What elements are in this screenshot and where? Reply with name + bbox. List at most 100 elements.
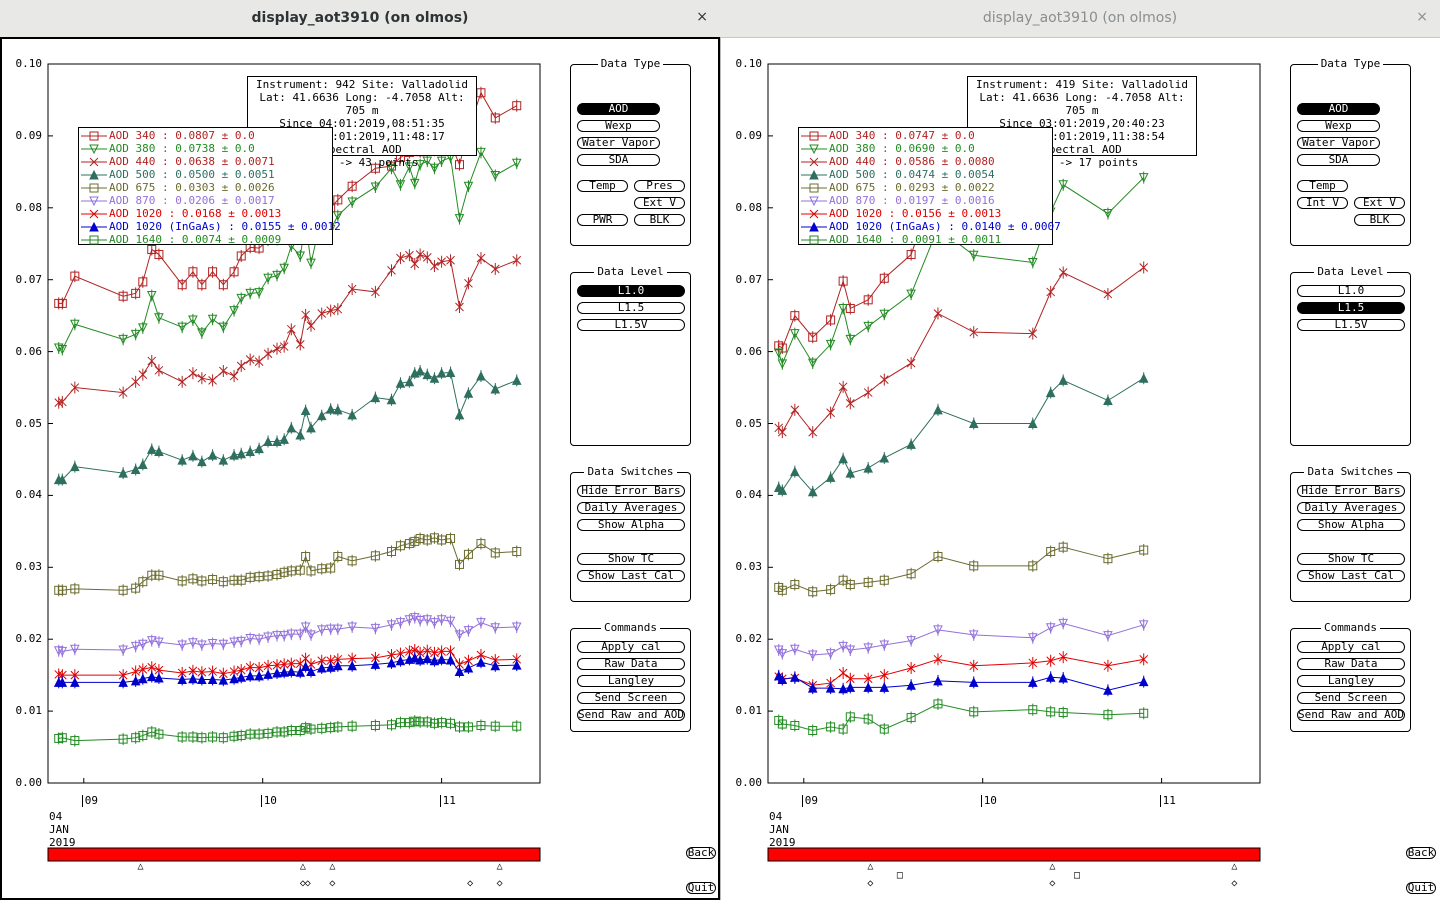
button-show-tc[interactable]: Show TC [577, 553, 685, 565]
button-show-last-cal[interactable]: Show Last Cal [577, 570, 685, 582]
data-point [422, 615, 433, 625]
y-tick-label: 0.09 [735, 128, 763, 142]
data-point [316, 410, 327, 421]
button-hide-error-bars[interactable]: Hide Error Bars [1297, 485, 1405, 497]
data-point [1139, 654, 1149, 664]
data-point [347, 622, 357, 633]
legend-value: : 0.0690 ± 0.0 [881, 142, 975, 155]
data-point [218, 366, 228, 376]
legend-entry: AOD 500 : 0.0500 ± 0.0051 [81, 168, 275, 181]
data-point [463, 181, 474, 192]
button-send-raw-and-aod[interactable]: Send Raw and AOD [577, 709, 685, 721]
data-point [906, 636, 916, 646]
square-marker-icon: □ [1073, 870, 1080, 881]
quit-button[interactable]: Quit [1406, 882, 1436, 894]
back-button[interactable]: Back [686, 847, 716, 859]
legend-value: : 0.0293 ± 0.0022 [881, 181, 995, 194]
data-point [809, 221, 819, 232]
button-aod[interactable]: AOD [577, 103, 660, 115]
button-langley[interactable]: Langley [1297, 675, 1405, 687]
data-point [70, 584, 80, 594]
title-bar: display_aot3910 (on olmos) × [0, 0, 720, 38]
button-l1-5[interactable]: L1.5 [577, 302, 685, 314]
data-point [295, 340, 305, 349]
data-point [777, 585, 787, 595]
time-range-bar[interactable] [767, 847, 1261, 862]
data-point [154, 672, 164, 683]
date-label: 04 [769, 810, 783, 823]
button-water-vapor[interactable]: Water Vapor [577, 137, 660, 149]
data-point [57, 677, 68, 687]
button-blk[interactable]: BLK [634, 214, 685, 226]
square-marker-icon: □ [896, 870, 903, 881]
button-hide-error-bars[interactable]: Hide Error Bars [577, 485, 685, 497]
window-right: display_aot3910 (on olmos) × 0.10 0.09 0.0… [720, 0, 1440, 900]
button-pres[interactable]: Pres [634, 180, 685, 192]
button-langley[interactable]: Langley [577, 675, 685, 687]
data-point [325, 404, 336, 414]
button-wexp[interactable]: Wexp [577, 120, 660, 132]
button-apply-cal[interactable]: Apply cal [577, 641, 685, 653]
button-ext-v[interactable]: Ext V [634, 197, 685, 209]
button-l1-5v[interactable]: L1.5V [577, 319, 685, 331]
button-daily-averages[interactable]: Daily Averages [577, 502, 685, 514]
data-point [236, 361, 246, 371]
info-line: Spectral AOD [322, 143, 402, 156]
button-send-screen[interactable]: Send Screen [1297, 692, 1405, 704]
legend-marker-icon [81, 209, 107, 219]
data-point [370, 551, 380, 561]
data-point [1046, 287, 1056, 297]
data-point [1139, 263, 1149, 272]
data-point [476, 370, 486, 381]
data-point [490, 548, 500, 558]
button-daily-averages[interactable]: Daily Averages [1297, 502, 1405, 514]
series-line [58, 370, 517, 481]
button-show-last-cal[interactable]: Show Last Cal [1297, 570, 1405, 582]
data-point [154, 570, 164, 580]
data-point [395, 180, 406, 190]
button-sda[interactable]: SDA [1297, 154, 1380, 166]
button-raw-data[interactable]: Raw Data [1297, 658, 1405, 670]
button-pwr[interactable]: PWR [577, 214, 628, 226]
button-l1-0[interactable]: L1.0 [1297, 285, 1405, 297]
button-temp[interactable]: Temp [1297, 180, 1348, 192]
button-temp[interactable]: Temp [577, 180, 628, 192]
button-aod[interactable]: AOD [1297, 103, 1380, 115]
button-raw-data[interactable]: Raw Data [577, 658, 685, 670]
button-sda[interactable]: SDA [577, 154, 660, 166]
back-button[interactable]: Back [1406, 847, 1436, 859]
data-point [807, 682, 818, 693]
button-l1-5[interactable]: L1.5 [1297, 302, 1405, 314]
data-point [422, 535, 432, 545]
data-point [146, 636, 157, 646]
button-wexp[interactable]: Wexp [1297, 120, 1380, 132]
data-point [429, 655, 440, 666]
button-l1-5v[interactable]: L1.5V [1297, 319, 1405, 331]
data-point [809, 144, 819, 155]
close-icon[interactable]: × [696, 9, 708, 25]
button-show-alpha[interactable]: Show Alpha [577, 519, 685, 531]
close-icon[interactable]: × [1416, 9, 1428, 25]
button-apply-cal[interactable]: Apply cal [1297, 641, 1405, 653]
button-send-screen[interactable]: Send Screen [577, 692, 685, 704]
legend-label: AOD 1020 [109, 207, 162, 220]
button-int-v[interactable]: Int V [1297, 197, 1348, 209]
time-range-bar[interactable] [47, 847, 541, 862]
button-water-vapor[interactable]: Water Vapor [1297, 137, 1380, 149]
data-point [863, 643, 873, 653]
quit-button[interactable]: Quit [686, 882, 716, 894]
data-point [809, 131, 819, 141]
info-line: L1.5 -> 17 points [1025, 156, 1139, 169]
legend-value: : 0.0474 ± 0.0054 [881, 168, 995, 181]
button-ext-v[interactable]: Ext V [1354, 197, 1405, 209]
data-point [490, 170, 501, 181]
button-show-tc[interactable]: Show TC [1297, 553, 1405, 565]
y-tick-label: 0.09 [15, 128, 43, 142]
panel-title: Data Level [1291, 265, 1410, 279]
date-label: 2019 [49, 836, 76, 849]
button-send-raw-and-aod[interactable]: Send Raw and AOD [1297, 709, 1405, 721]
button-show-alpha[interactable]: Show Alpha [1297, 519, 1405, 531]
button-l1-0[interactable]: L1.0 [577, 285, 685, 297]
panel-title-text: Data Switches [1304, 465, 1397, 478]
button-blk[interactable]: BLK [1354, 214, 1405, 226]
